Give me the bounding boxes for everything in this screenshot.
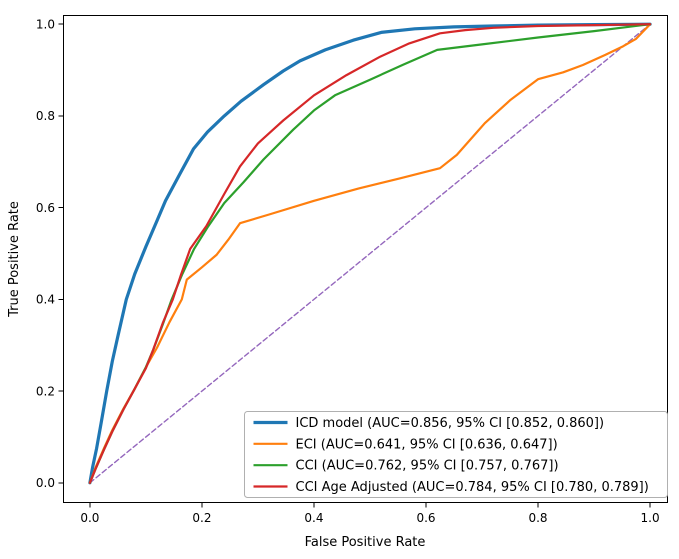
legend-label-icd-model: ICD model (AUC=0.856, 95% CI [0.852, 0.8…	[296, 416, 605, 431]
legend-item-icd-model: ICD model (AUC=0.856, 95% CI [0.852, 0.8…	[253, 416, 605, 431]
legend-label-cci: CCI (AUC=0.762, 95% CI [0.757, 0.767])	[296, 459, 559, 474]
x-axis-tick-label: 0.2	[192, 511, 211, 525]
legend-box: ICD model (AUC=0.856, 95% CI [0.852, 0.8…	[244, 411, 668, 498]
y-axis-tick-label: 0.8	[36, 109, 55, 123]
legend-label-eci: ECI (AUC=0.641, 95% CI [0.636, 0.647])	[296, 437, 558, 452]
x-axis-label: False Positive Rate	[305, 535, 426, 550]
legend-item-cci-age-adjusted: CCI Age Adjusted (AUC=0.784, 95% CI [0.7…	[253, 480, 649, 495]
x-axis-tick-label: 0.4	[304, 511, 323, 525]
legend-label-cci-age-adjusted: CCI Age Adjusted (AUC=0.784, 95% CI [0.7…	[296, 480, 649, 495]
series-line-cci-age-adjusted	[88, 23, 652, 484]
legend-frame	[244, 411, 668, 498]
y-axis-tick-label: 1.0	[36, 17, 55, 31]
roc-curves	[88, 22, 652, 485]
series-line-icd-model	[88, 22, 652, 485]
legend-item-cci: CCI (AUC=0.762, 95% CI [0.757, 0.767])	[253, 459, 559, 474]
series-line-chance-diagonal	[89, 23, 651, 484]
x-axis-tick-label: 0.6	[416, 511, 435, 525]
y-axis-tick-label: 0.2	[36, 384, 55, 398]
y-axis-label: True Positive Rate	[7, 201, 22, 318]
y-axis-tick-label: 0.0	[36, 476, 55, 490]
x-axis-tick-label: 0.0	[80, 511, 99, 525]
x-axis-tick-label: 1.0	[641, 511, 660, 525]
y-axis-tick-label: 0.6	[36, 201, 55, 215]
legend-item-eci: ECI (AUC=0.641, 95% CI [0.636, 0.647])	[253, 437, 558, 452]
axis-ticks: 0.0 0.2 0.4 0.6 0.8 1.0 0.0 0.2 0.4 0.6 0.8 1.0	[36, 17, 660, 525]
y-axis-tick-label: 0.4	[36, 293, 55, 307]
x-axis-tick-label: 0.8	[528, 511, 547, 525]
